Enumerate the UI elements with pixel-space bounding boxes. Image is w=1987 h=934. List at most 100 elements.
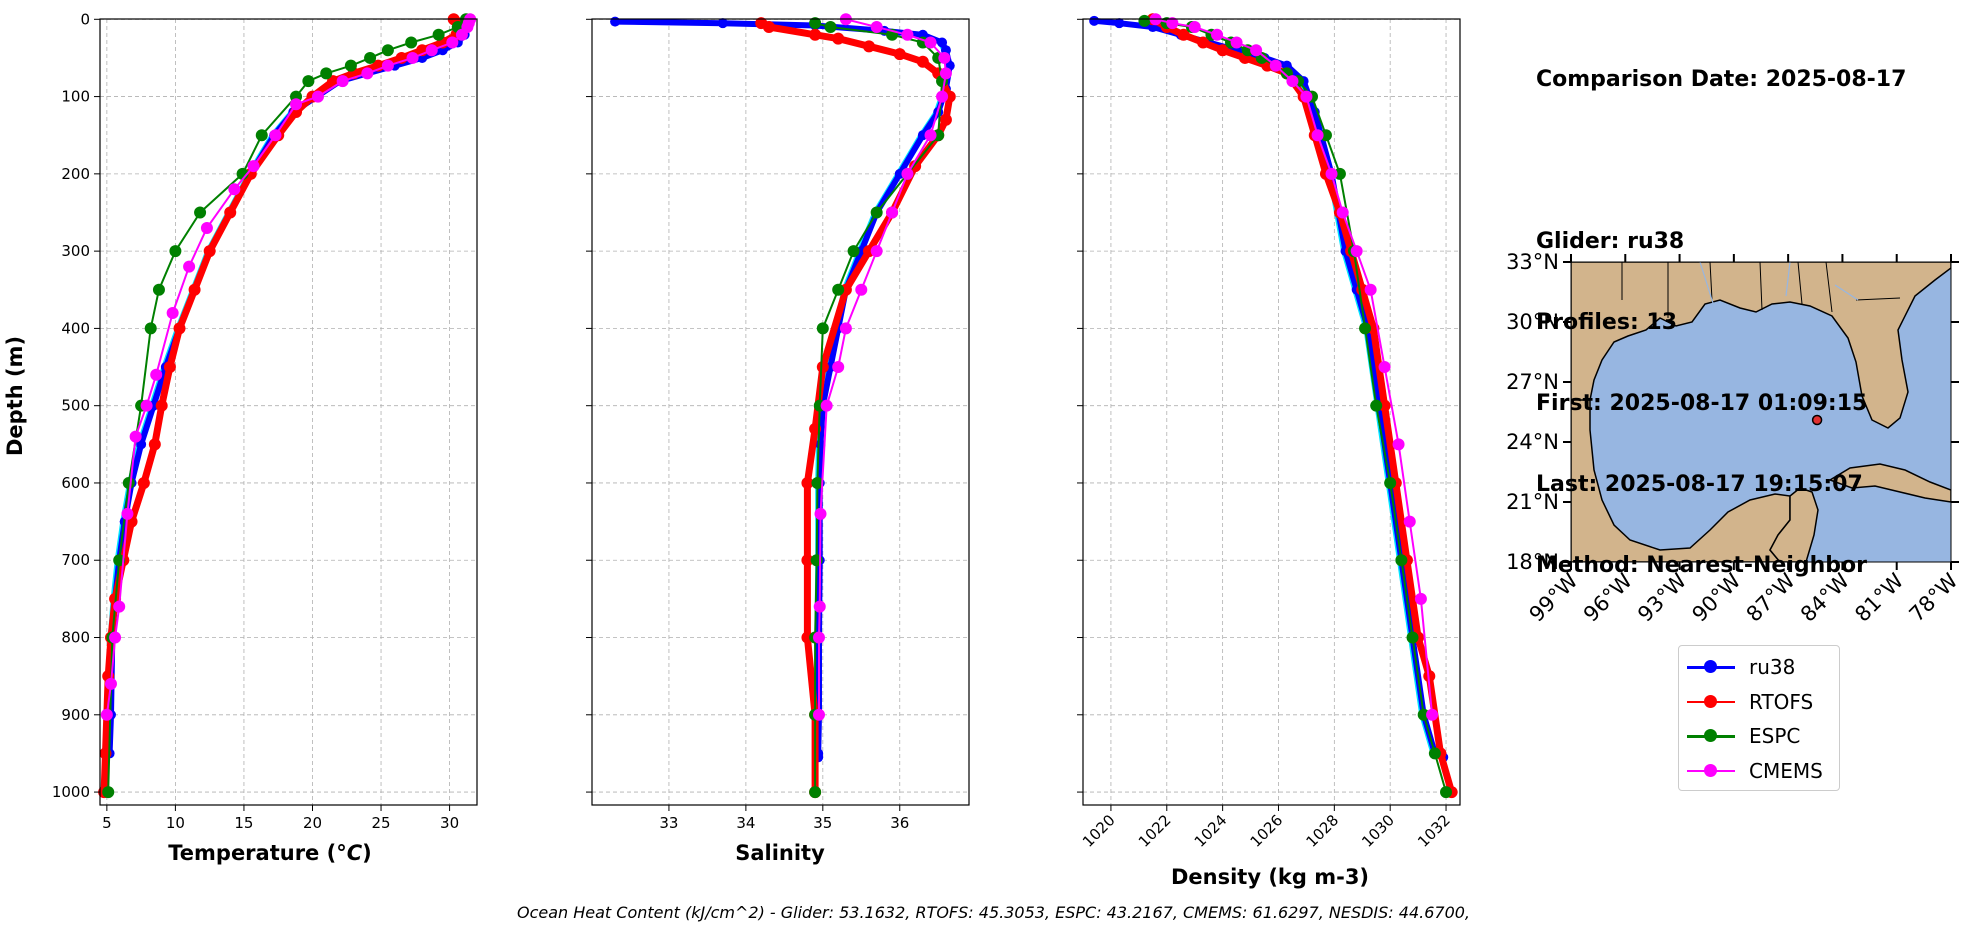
data-point-cmems [855,283,868,296]
map-lat-label: 24°N [1506,430,1559,454]
data-point-espc [122,476,135,489]
data-point-espc [1359,322,1372,335]
data-point-espc [302,75,315,88]
data-point-espc [1319,129,1332,142]
data-point-espc [809,786,822,799]
legend-item: ru38 [1687,650,1831,685]
data-point-cmems [455,28,468,41]
map-state-borders [1621,262,1901,318]
data-point-rtofs [224,206,237,219]
x-tick-label: 36 [890,814,909,832]
data-point-espc [344,59,357,72]
map-rivers [1699,262,1859,319]
data-point-cmems [870,245,883,258]
data-point-cmems [1414,592,1427,605]
data-point-espc [1395,554,1408,567]
data-point-espc [1406,631,1419,644]
legend-item: CMEMS [1687,754,1831,789]
data-point-cmems [839,322,852,335]
data-point-rtofs [1216,44,1229,57]
data-point-rtofs [816,361,829,374]
data-point-cmems [1230,36,1243,49]
data-point-rtofs [155,399,168,412]
data-point-cmems [924,36,937,49]
salinity-panel: 33 34 35 36 [586,13,970,832]
data-point-ru38 [717,18,728,29]
data-point-espc [102,786,115,799]
map-lat-label: 21°N [1506,490,1559,514]
data-point-cmems [1336,206,1349,219]
y-tick-label: 1000 [52,783,90,801]
data-point-ru38 [136,439,147,450]
data-point-rtofs [916,55,929,68]
y-tick-label: 600 [61,474,90,492]
data-point-cmems [1250,44,1263,57]
data-point-espc [152,283,165,296]
series-line-cmems [1155,18,1434,715]
data-point-cmems [336,75,349,88]
data-point-cmems [1211,28,1224,41]
data-point-espc [405,36,418,49]
data-point-cmems [924,129,937,142]
x-tick-label: 10 [166,814,185,832]
data-point-cmems [1166,17,1179,30]
data-point-cmems [1392,438,1405,451]
glider-name: Glider: ru38 [1536,229,1685,254]
axes-frame [1082,18,1461,806]
data-point-espc [1370,399,1383,412]
data-point-rtofs [163,361,176,374]
profile-count: Profiles: 13 [1536,310,1678,335]
data-point-espc [381,44,394,57]
comparison-date: Comparison Date: 2025-08-17 [1536,67,1907,92]
data-point-cmems [228,183,241,196]
data-point-rtofs [862,40,875,53]
x-tick-label: 20 [303,814,322,832]
data-point-cmems [109,631,122,644]
data-point-rtofs [939,113,952,126]
glider-location-marker [1811,414,1823,426]
map-land-north [1571,262,1951,429]
data-point-espc [1138,14,1151,27]
x-tick-label: 1024 [1191,811,1231,851]
data-point-espc [169,245,182,258]
y-tick-label: 900 [61,706,90,724]
data-point-rtofs [148,438,161,451]
x-tick-label: 1020 [1079,811,1119,851]
data-point-cmems [820,399,833,412]
data-point-rtofs [173,322,186,335]
data-point-espc [1333,167,1346,180]
data-point-cmems [425,44,438,57]
map-lat-label: 30°N [1506,310,1559,334]
data-point-espc [809,17,822,30]
data-point-rtofs [762,21,775,34]
data-point-cmems [901,28,914,41]
series-line-rtofs [1151,16,1455,794]
legend-swatch-ru38 [1687,657,1735,677]
y-tick-label: 400 [61,319,90,337]
interpolation-method: Method: Nearest-Neighbor [1536,553,1867,578]
data-point-cmems [406,51,419,64]
x-tick-label: 1030 [1358,811,1398,851]
data-point-rtofs [809,28,822,41]
data-point-cmems [1378,361,1391,374]
map-land-yucatan [1769,487,1819,562]
x-tick-label: 1026 [1247,811,1287,851]
data-point-cmems [311,90,324,103]
data-point-cmems [1311,129,1324,142]
data-point-espc [364,51,377,64]
map-lat-label: 33°N [1506,250,1559,274]
data-point-ru38 [1114,18,1125,29]
series-line-espc [1144,19,1447,793]
data-point-ru38 [937,37,948,48]
legend-item: RTOFS [1687,685,1831,720]
x-tick-label: 33 [659,814,678,832]
data-point-cmems [832,361,845,374]
data-point-cmems [1403,515,1416,528]
data-point-espc [194,206,207,219]
data-point-rtofs [1378,399,1391,412]
legend-swatch-cmems [1687,761,1735,781]
y-tick-label: 300 [61,242,90,260]
x-tick-label: 34 [736,814,755,832]
density-panel: 1020 1022 1024 1026 1028 1030 1032 [1077,13,1461,851]
data-point-rtofs [1177,28,1190,41]
